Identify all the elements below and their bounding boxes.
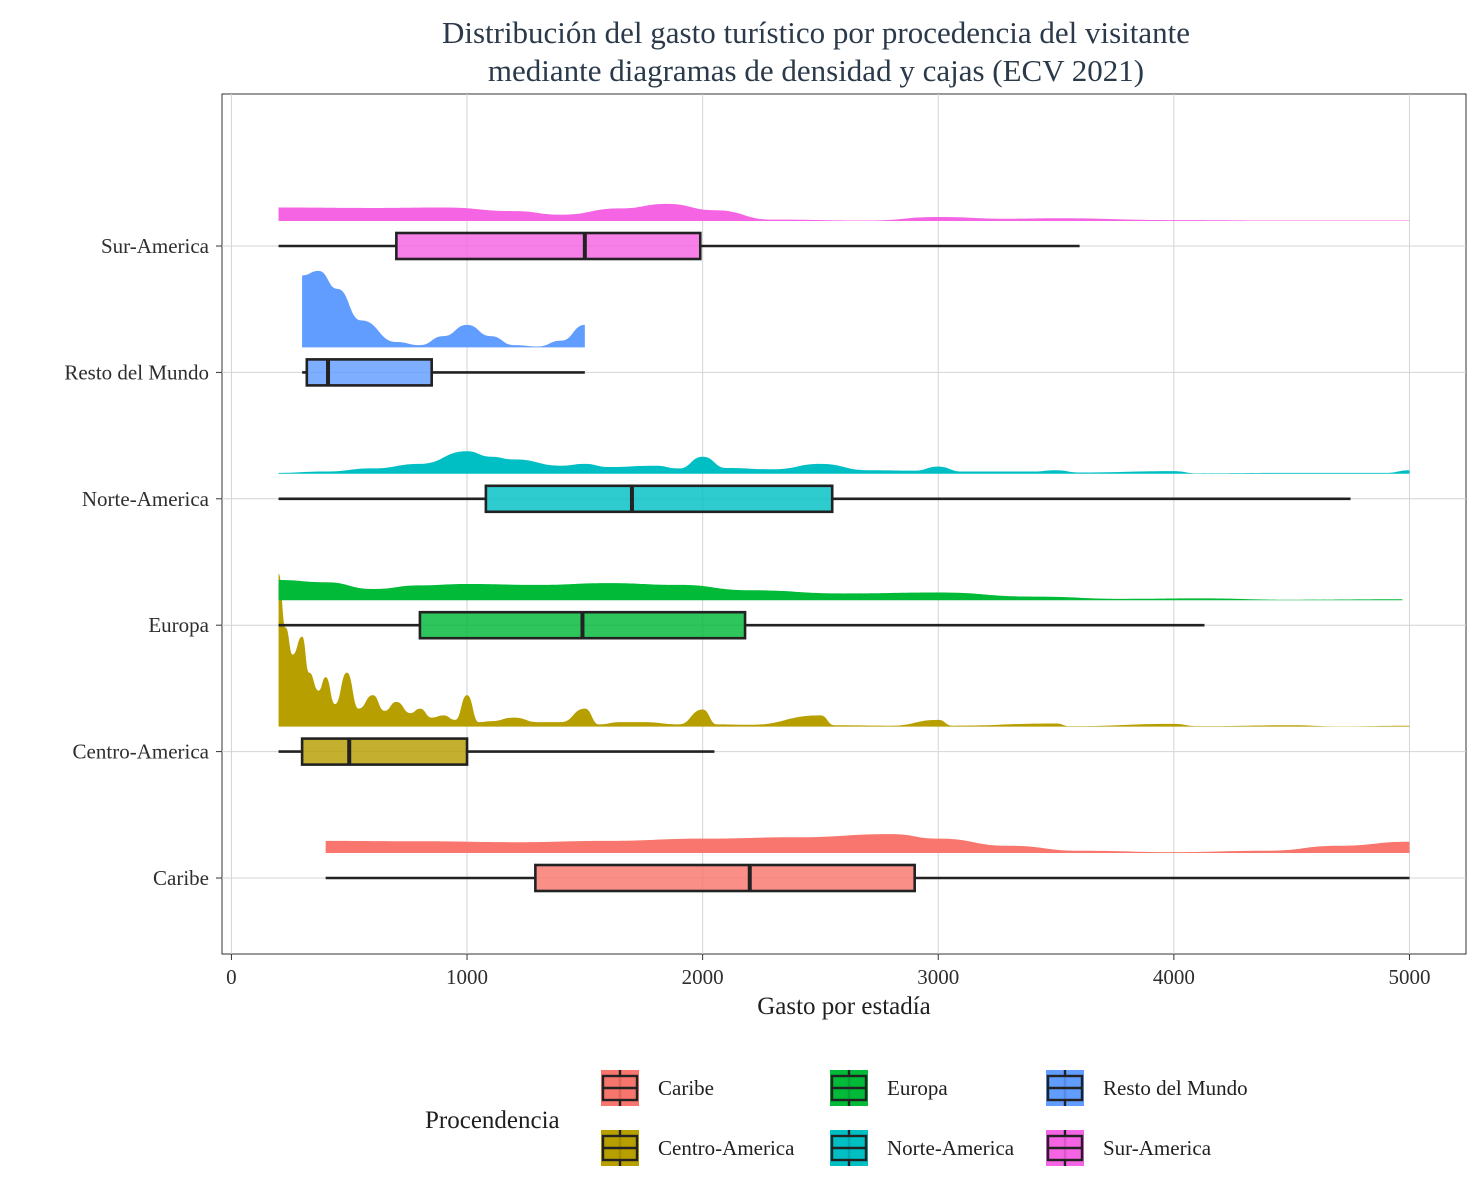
box-norte-america [484, 484, 834, 514]
box-caribe [534, 863, 916, 893]
legend-label-resto-del-mundo: Resto del Mundo [1103, 1076, 1248, 1100]
legend-label-sur-america: Sur-America [1103, 1136, 1212, 1160]
density-layer [278, 203, 1410, 853]
box-centro-america [300, 737, 469, 766]
boxplot-sur-america [278, 231, 1080, 261]
box-sur-america [395, 231, 702, 261]
y-tick-label-europa: Europa [148, 613, 209, 637]
boxplot-norte-america [278, 484, 1351, 514]
x-tick-label-0: 0 [226, 965, 237, 989]
box-resto-del-mundo [305, 358, 433, 387]
y-tick-label-centro-america: Centro-America [73, 740, 210, 764]
plot-panel [221, 93, 1467, 955]
y-tick-label-resto-del-mundo: Resto del Mundo [64, 360, 209, 384]
legend: Procendencia Caribe Centro-America Europa N… [425, 1070, 1248, 1166]
legend-item-sur-america: Sur-America [1046, 1130, 1212, 1166]
x-tick-label-2: 2000 [682, 965, 724, 989]
boxplot-caribe [325, 863, 1410, 893]
y-tick-label-sur-america: Sur-America [101, 234, 210, 258]
chart-title: Distribución del gasto turístico por pro… [442, 15, 1190, 88]
boxplot-resto-del-mundo [302, 358, 585, 387]
y-axis: Caribe Centro-America Europa Norte-America R… [64, 234, 222, 890]
y-tick-label-caribe: Caribe [153, 866, 209, 890]
legend-item-norte-america: Norte-America [830, 1130, 1015, 1166]
chart-title-line-2: mediante diagramas de densidad y cajas (… [488, 53, 1144, 88]
density-europa [278, 579, 1403, 601]
x-axis: 0 1000 2000 3000 4000 5000 [226, 954, 1430, 989]
density-resto-del-mundo [302, 270, 585, 348]
x-tick-label-1: 1000 [446, 965, 488, 989]
density-centro-america [278, 573, 1410, 727]
x-tick-label-3: 3000 [917, 965, 959, 989]
x-tick-label-4: 4000 [1153, 965, 1195, 989]
grid-lines [222, 94, 1466, 954]
x-tick-label-5: 5000 [1388, 965, 1430, 989]
boxplot-centro-america [278, 737, 715, 766]
legend-item-resto-del-mundo: Resto del Mundo [1046, 1070, 1248, 1106]
legend-title: Procendencia [425, 1107, 560, 1134]
legend-item-caribe: Caribe [601, 1070, 714, 1106]
legend-label-caribe: Caribe [658, 1076, 714, 1100]
legend-label-centro-america: Centro-America [658, 1136, 795, 1160]
density-norte-america [278, 451, 1410, 474]
legend-label-norte-america: Norte-America [887, 1136, 1015, 1160]
legend-item-europa: Europa [830, 1070, 948, 1106]
legend-label-europa: Europa [887, 1076, 948, 1100]
chart-title-line-1: Distribución del gasto turístico por pro… [442, 15, 1190, 50]
x-axis-title: Gasto por estadía [757, 993, 931, 1020]
density-sur-america [278, 203, 1410, 221]
legend-item-centro-america: Centro-America [601, 1130, 795, 1166]
boxplot-layer [278, 231, 1410, 893]
y-tick-label-norte-america: Norte-America [82, 487, 210, 511]
density-caribe [325, 834, 1410, 853]
boxplot-europa [278, 610, 1205, 640]
